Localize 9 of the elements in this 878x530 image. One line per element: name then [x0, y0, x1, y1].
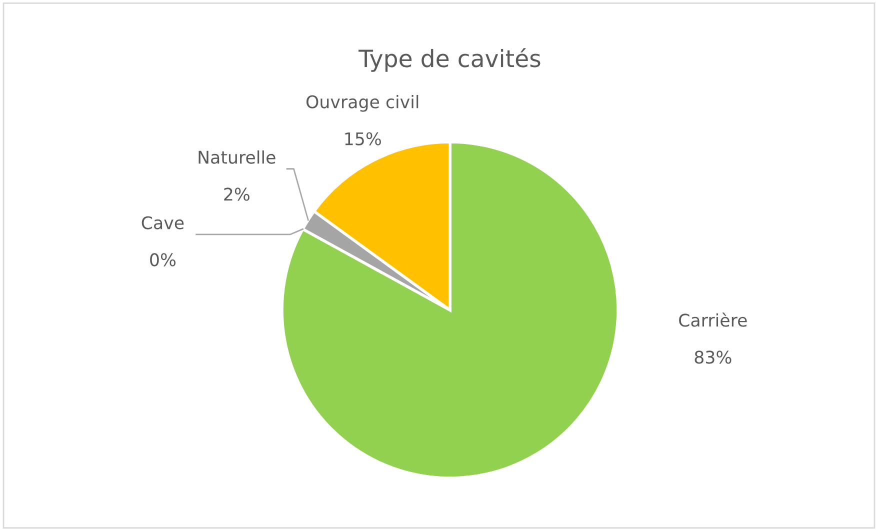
data-label: 2% [224, 188, 250, 201]
slice-label: Carrière [679, 312, 747, 327]
chart-title: Type de cavités [358, 48, 540, 72]
category-label: Cave [142, 216, 184, 230]
slice-label: Naturelle [198, 150, 276, 164]
text: 0% [150, 253, 176, 266]
data-label: 15% [345, 132, 381, 146]
data-label: 83% [694, 350, 732, 364]
slice-label: Ouvrage civil [306, 94, 418, 112]
